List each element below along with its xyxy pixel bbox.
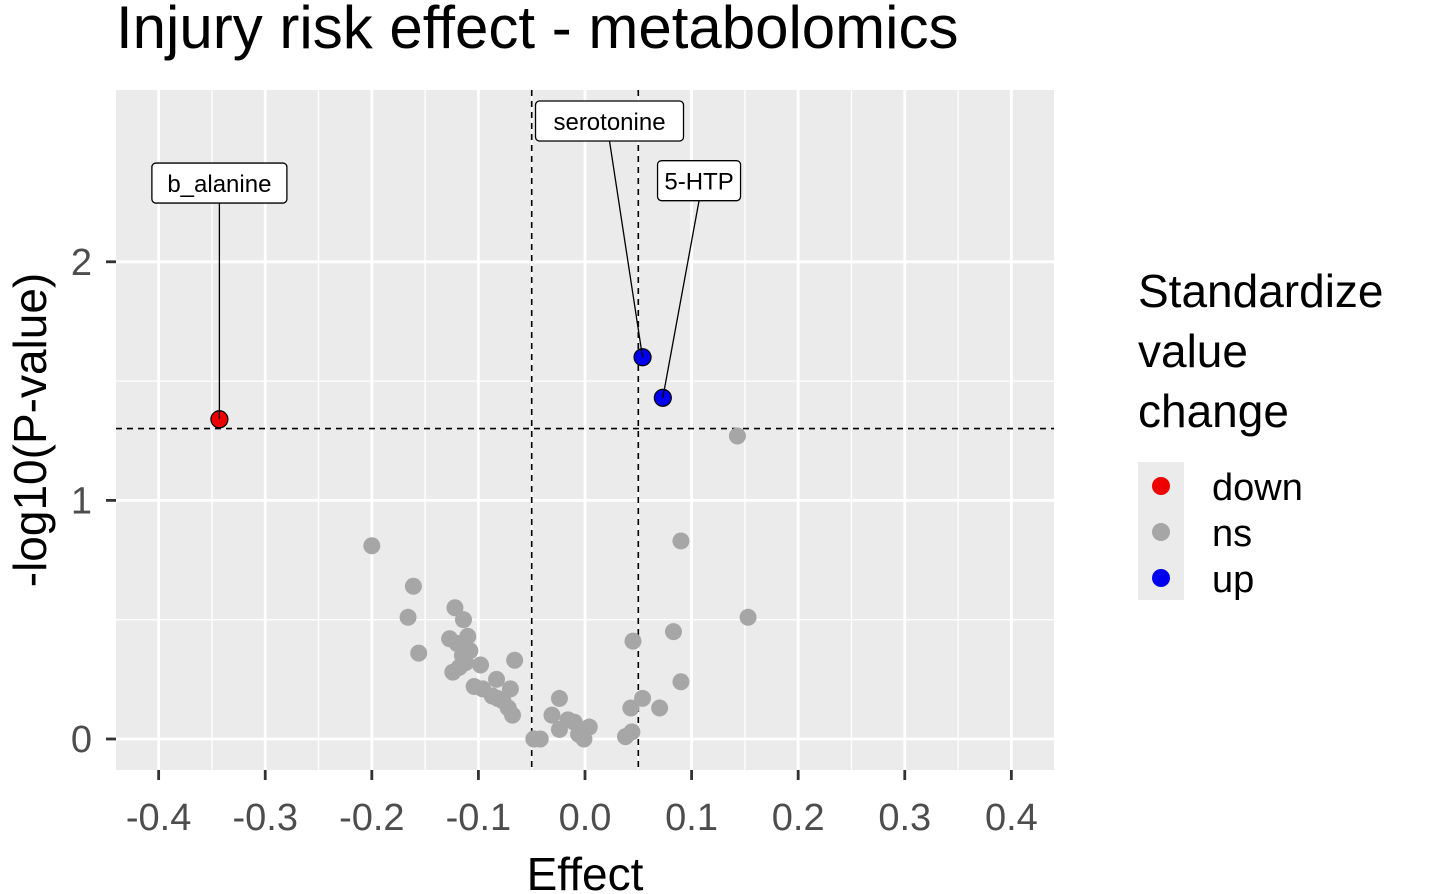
ns-point — [550, 720, 568, 738]
x-tick-label: 0.3 — [878, 797, 931, 839]
x-tick-label: -0.2 — [339, 797, 404, 839]
y-tick-label: 0 — [71, 719, 92, 761]
y-axis-title: -log10(P-value) — [4, 273, 56, 587]
data-points — [210, 348, 757, 748]
ns-point — [441, 630, 459, 648]
ns-point — [550, 689, 568, 707]
x-tick-label: 0.1 — [665, 797, 718, 839]
annotation-box — [656, 160, 742, 202]
ns-point — [543, 706, 561, 724]
ns-point — [465, 677, 483, 695]
ns-point — [622, 699, 640, 717]
chart-title: Injury risk effect - metabolomics — [116, 0, 959, 61]
ns-point — [446, 599, 464, 617]
legend-key-down — [1152, 477, 1170, 495]
ns-point — [454, 611, 472, 629]
ns-point — [410, 644, 428, 662]
x-tick-label: -0.1 — [446, 797, 511, 839]
ns-point — [525, 730, 543, 748]
y-tick-labels: 0 1 2 — [71, 242, 92, 761]
annotation-leader-line — [608, 140, 644, 358]
axis-ticks — [106, 260, 1013, 780]
annotation-leader-line — [662, 200, 700, 398]
ns-point — [617, 728, 635, 746]
legend-title: change — [1138, 385, 1289, 437]
ns-point — [672, 673, 690, 691]
annotation-box — [534, 100, 685, 142]
ns-point — [664, 623, 682, 641]
legend-label: ns — [1212, 513, 1252, 555]
point-annotations: b_alanine serotonine 5-HTP — [151, 100, 742, 420]
threshold-lines — [116, 90, 1054, 770]
annotation-label: 5-HTP — [664, 169, 733, 196]
ns-point — [404, 577, 422, 595]
ns-point — [624, 632, 642, 650]
legend-label: up — [1212, 559, 1254, 601]
y-tick-label: 2 — [71, 242, 92, 284]
y-tick-label: 1 — [71, 480, 92, 522]
legend-key-ns — [1152, 523, 1170, 541]
x-axis-title: Effect — [527, 848, 644, 894]
ns-point — [672, 532, 690, 550]
x-tick-label: 0.2 — [772, 797, 825, 839]
ns-point — [399, 608, 417, 626]
ns-point — [363, 537, 381, 555]
ns-point — [472, 656, 490, 674]
legend-title: value — [1138, 325, 1248, 377]
major-gridlines — [116, 90, 1054, 770]
ns-point — [728, 427, 746, 445]
annotation-label: b_alanine — [167, 171, 271, 198]
ns-point — [634, 689, 652, 707]
legend-key-up — [1152, 569, 1170, 587]
annotation-label: serotonine — [553, 109, 665, 136]
ns-point — [739, 608, 757, 626]
x-tick-labels: -0.4 -0.3 -0.2 -0.1 0.0 0.1 0.2 0.3 0.4 — [126, 797, 1038, 839]
x-tick-label: 0.0 — [559, 797, 612, 839]
x-tick-label: -0.4 — [126, 797, 191, 839]
legend-title: Standardize — [1138, 265, 1384, 317]
annotation-box — [151, 162, 288, 204]
ns-point — [506, 651, 524, 669]
ns-point — [450, 658, 468, 676]
x-tick-label: 0.4 — [985, 797, 1038, 839]
ns-point — [488, 670, 506, 688]
x-tick-label: -0.3 — [232, 797, 297, 839]
ns-point — [651, 699, 669, 717]
legend-label: down — [1212, 467, 1303, 509]
